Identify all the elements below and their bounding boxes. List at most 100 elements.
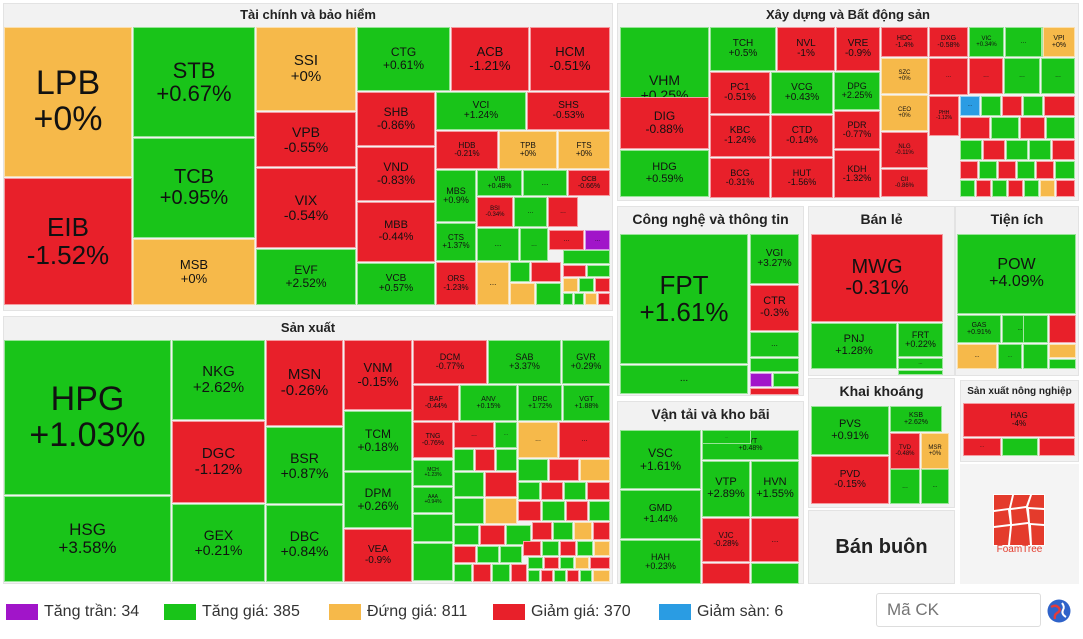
stock-tile-hdg[interactable]: HDG +0.59%: [620, 150, 709, 197]
stock-tile-szc[interactable]: SZC +0%: [881, 58, 928, 94]
stock-tile-dbc[interactable]: DBC +0.84%: [266, 505, 343, 582]
small-stock-tile[interactable]: [563, 293, 573, 305]
more-stocks-tile[interactable]: ...: [548, 197, 578, 227]
small-stock-tile[interactable]: [750, 373, 772, 387]
small-stock-tile[interactable]: [531, 262, 561, 282]
small-stock-tile[interactable]: [1036, 161, 1054, 179]
stock-tile-dcm[interactable]: DCM -0.77%: [413, 340, 487, 384]
small-stock-tile[interactable]: [702, 563, 750, 584]
small-stock-tile[interactable]: [554, 570, 566, 582]
stock-tile-vpi[interactable]: VPI +0%: [1043, 27, 1075, 57]
small-stock-tile[interactable]: [485, 472, 517, 497]
small-stock-tile[interactable]: [960, 180, 975, 197]
small-stock-tile[interactable]: [1029, 140, 1051, 160]
more-stocks-tile[interactable]: ...: [921, 469, 949, 504]
stock-tile-hdb[interactable]: HDB -0.21%: [436, 131, 498, 169]
more-stocks-tile[interactable]: ...: [898, 358, 943, 369]
small-stock-tile[interactable]: [553, 522, 573, 540]
small-stock-tile[interactable]: [563, 265, 586, 277]
small-stock-tile[interactable]: [773, 373, 799, 387]
small-stock-tile[interactable]: [1049, 315, 1076, 343]
stock-tile-hsg[interactable]: HSG +3.58%: [4, 496, 171, 582]
small-stock-tile[interactable]: [560, 557, 574, 569]
small-stock-tile[interactable]: [454, 498, 484, 524]
stock-tile-phh[interactable]: PHH -1.12%: [929, 96, 959, 136]
more-stocks-tile[interactable]: ...: [518, 422, 558, 458]
small-stock-tile[interactable]: [480, 525, 505, 545]
stock-tile-kdh[interactable]: KDH -1.32%: [834, 150, 880, 198]
stock-tile-mch[interactable]: MCH +1.23%: [413, 460, 453, 486]
small-stock-tile[interactable]: [477, 546, 499, 563]
stock-tile-hpg[interactable]: HPG +1.03%: [4, 340, 171, 495]
more-stocks-tile[interactable]: ...: [477, 228, 519, 261]
stock-tile-frt[interactable]: FRT +0.22%: [898, 323, 943, 357]
small-stock-tile[interactable]: [492, 564, 510, 582]
stock-tile-bcg[interactable]: BCG -0.31%: [710, 158, 770, 198]
small-stock-tile[interactable]: [992, 180, 1007, 197]
stock-tile-vci[interactable]: VCI +1.24%: [436, 92, 526, 130]
small-stock-tile[interactable]: [1023, 96, 1043, 116]
stock-tile-bsr[interactable]: BSR +0.87%: [266, 427, 343, 504]
more-stocks-tile[interactable]: ...: [1041, 58, 1075, 94]
small-stock-tile[interactable]: [1024, 180, 1039, 197]
small-stock-tile[interactable]: [566, 501, 588, 521]
stock-tile-cts[interactable]: CTS +1.37%: [436, 223, 476, 261]
stock-tile-ceo[interactable]: CEO +0%: [881, 95, 928, 131]
sector-ban-buon[interactable]: [808, 510, 955, 584]
small-stock-tile[interactable]: [1052, 140, 1075, 160]
small-stock-tile[interactable]: [560, 541, 576, 556]
small-stock-tile[interactable]: [574, 522, 592, 540]
more-stocks-tile[interactable]: ...: [559, 422, 610, 458]
stock-tile-acb[interactable]: ACB -1.21%: [451, 27, 529, 91]
stock-tile-shs[interactable]: SHS -0.53%: [527, 92, 610, 130]
stock-tile-nlg[interactable]: NLG -0.11%: [881, 132, 928, 168]
small-stock-tile[interactable]: [585, 293, 597, 305]
stock-tile-kbc[interactable]: KBC -1.24%: [710, 115, 770, 157]
small-stock-tile[interactable]: [593, 570, 610, 582]
small-stock-tile[interactable]: [1049, 359, 1076, 369]
small-stock-tile[interactable]: [564, 482, 586, 500]
stock-tile-vsc[interactable]: VSC +1.61%: [620, 430, 701, 489]
small-stock-tile[interactable]: [532, 522, 552, 540]
stock-tile-fpt[interactable]: FPT +1.61%: [620, 234, 748, 364]
small-stock-tile[interactable]: [549, 459, 579, 481]
stock-tile-evf[interactable]: EVF +2.52%: [256, 249, 356, 305]
small-stock-tile[interactable]: [960, 140, 982, 160]
stock-tile-tch[interactable]: TCH +0.5%: [710, 27, 776, 71]
stock-tile-pow[interactable]: POW +4.09%: [957, 234, 1076, 314]
more-stocks-tile[interactable]: ...: [454, 422, 494, 448]
small-stock-tile[interactable]: [511, 564, 527, 582]
legend-item-down[interactable]: Giảm giá: 370: [493, 598, 631, 626]
stock-tile-dig[interactable]: DIG -0.88%: [620, 97, 709, 149]
small-stock-tile[interactable]: [567, 570, 579, 582]
globe-icon[interactable]: [1046, 598, 1072, 624]
stock-tile-vix[interactable]: VIX -0.54%: [256, 168, 356, 248]
small-stock-tile[interactable]: [575, 557, 589, 569]
stock-tile-pnj[interactable]: PNJ +1.28%: [811, 323, 897, 369]
small-stock-tile[interactable]: [574, 293, 584, 305]
stock-tile-msr[interactable]: MSR +0%: [921, 433, 949, 469]
small-stock-tile[interactable]: [454, 546, 476, 563]
more-stocks-tile[interactable]: ...: [585, 230, 610, 250]
small-stock-tile[interactable]: [587, 482, 610, 500]
stock-tile-tvd[interactable]: TVD -0.48%: [890, 433, 920, 469]
small-stock-tile[interactable]: [1055, 161, 1075, 179]
stock-tile-vnd[interactable]: VND -0.83%: [357, 147, 435, 201]
more-stocks-tile[interactable]: ...: [1005, 27, 1042, 57]
more-stocks-tile[interactable]: ...: [477, 262, 509, 305]
stock-tile-dxg[interactable]: DXG -0.58%: [929, 27, 968, 57]
small-stock-tile[interactable]: [542, 501, 565, 521]
stock-tile-vea[interactable]: VEA -0.9%: [344, 529, 412, 582]
stock-tile-hut[interactable]: HUT -1.56%: [771, 158, 833, 198]
more-stocks-tile[interactable]: ...: [998, 344, 1022, 369]
small-stock-tile[interactable]: [991, 117, 1019, 139]
small-stock-tile[interactable]: [1056, 180, 1075, 197]
stock-tile-pc1[interactable]: PC1 -0.51%: [710, 72, 770, 114]
small-stock-tile[interactable]: [544, 557, 559, 569]
small-stock-tile[interactable]: [976, 180, 991, 197]
more-stocks-tile[interactable]: ...: [960, 96, 980, 116]
stock-tile-vib[interactable]: VIB +0.48%: [477, 170, 522, 196]
small-stock-tile[interactable]: [413, 543, 453, 581]
more-stocks-tile[interactable]: ...: [890, 469, 920, 504]
more-stocks-tile[interactable]: ...: [929, 58, 968, 95]
